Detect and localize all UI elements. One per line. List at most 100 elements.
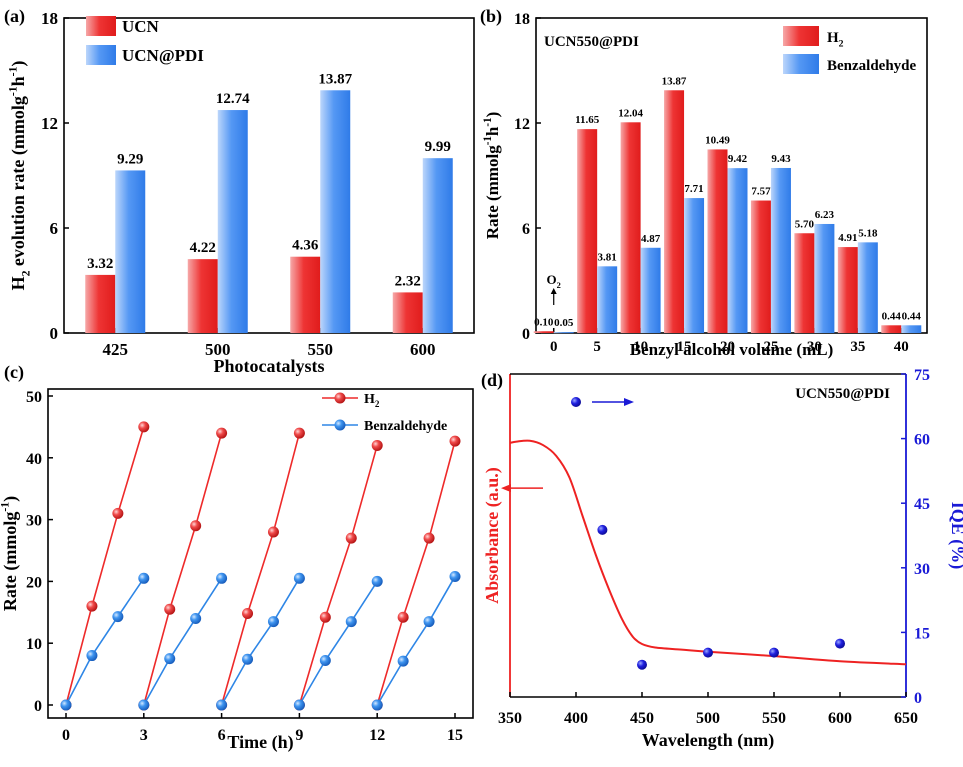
panel-title-d: UCN550@PDI	[795, 386, 890, 402]
y-axis-title-part: -1	[6, 66, 19, 76]
right-y-tick-label: 60	[914, 432, 930, 449]
x-tick-label: 350	[498, 710, 522, 727]
y-tick-label: 12	[514, 116, 530, 133]
bar-benzaldehyde	[857, 242, 878, 333]
y-axis-title-part: Rate (mmolg	[0, 512, 21, 611]
y-axis-title-part: )	[483, 112, 502, 118]
bar-benzaldehyde	[597, 266, 618, 333]
bar-value-label: 3.32	[87, 256, 113, 272]
plot-frame	[47, 388, 474, 719]
bar-ucn-pdi	[320, 90, 351, 334]
right-y-tick-label: 45	[914, 496, 930, 513]
point-benzaldehyde	[138, 699, 150, 711]
y-tick-label: 18	[41, 9, 58, 28]
y-axis-title-part: h	[483, 126, 502, 136]
y-axis-title: H2 evolution rate (mmolg-1h-1)	[6, 61, 32, 291]
point-h2	[112, 507, 124, 519]
y-axis-title-part: Rate (mmolg	[483, 145, 502, 239]
right-y-axis-title: IQE (%)	[947, 502, 963, 570]
bar-value-label: 3.81	[598, 251, 617, 263]
panel-title-b: UCN550@PDI	[544, 34, 639, 50]
y-tick-label: 12	[41, 114, 58, 133]
panel-label-a: (a)	[4, 6, 25, 27]
x-tick-label: 400	[564, 710, 588, 727]
x-tick-label: 0	[62, 727, 70, 744]
x-tick-label: 30	[807, 339, 822, 355]
y-tick-label: 10	[26, 636, 42, 653]
iqe-point	[703, 647, 713, 658]
y-axis-title: Rate (mmolg-1h-1)	[482, 112, 502, 240]
iqe-point	[571, 396, 581, 407]
bar-value-label: 9.42	[728, 153, 748, 165]
point-benzaldehyde	[267, 616, 279, 628]
bar-ucn-pdi	[422, 158, 453, 333]
series-line-h2	[298, 445, 378, 706]
point-benzaldehyde	[216, 572, 228, 584]
series-line-benzaldehyde	[143, 577, 223, 706]
bar-value-label: 6.23	[815, 209, 835, 221]
legend-label: H2	[364, 392, 380, 409]
point-benzaldehyde	[242, 653, 254, 665]
series-line-h2	[376, 440, 456, 706]
bar-ucn-pdi	[115, 170, 146, 333]
left-y-axis-title: Absorbance (a.u.)	[482, 467, 503, 604]
y-tick-label: 20	[26, 574, 42, 591]
bar-benzaldehyde	[901, 325, 922, 333]
series-line-h2	[220, 432, 301, 706]
point-benzaldehyde	[371, 575, 383, 587]
legend-label-part: Benzaldehyde	[827, 58, 917, 74]
bar-ucn	[85, 274, 116, 333]
bar-value-label: 12.74	[216, 91, 250, 107]
panel-c: (c) 0 10 20 30 40 50 0 3 6 9 12 15 Time (h) Rate (mmol…	[0, 362, 474, 753]
legend-label-part: H	[364, 392, 375, 407]
bar-value-label: 10.49	[705, 134, 730, 146]
legend-swatch	[86, 45, 116, 65]
x-tick-label: 500	[696, 710, 720, 727]
bar-value-label: 2.32	[395, 273, 421, 289]
right-y-tick-label: 30	[914, 561, 930, 578]
point-benzaldehyde	[190, 612, 202, 624]
x-tick-label: 40	[894, 339, 909, 355]
x-tick-label: 6	[218, 727, 226, 744]
x-tick-label: 450	[630, 710, 654, 727]
y-axis-title-part: -1	[0, 502, 11, 512]
bar-h2	[837, 247, 858, 333]
x-axis-title: Benzyl alcohol volume (mL)	[630, 340, 834, 359]
series-line-h2	[143, 432, 223, 706]
x-axis-title: Time (h)	[227, 732, 293, 753]
panel-label-d: (d)	[481, 370, 503, 391]
point-h2	[293, 427, 305, 439]
point-benzaldehyde	[293, 699, 305, 711]
point-benzaldehyde	[138, 572, 150, 584]
bar-h2	[881, 325, 902, 333]
x-tick-label: 550	[762, 710, 786, 727]
x-tick-label: 15	[677, 339, 692, 355]
legend-marker	[334, 392, 346, 404]
y-axis-title-part: evolution rate (mmolg	[8, 96, 29, 270]
series-line-benzaldehyde	[65, 577, 145, 706]
bar-value-label: 4.36	[292, 238, 319, 254]
y-tick-label: 18	[514, 11, 530, 28]
iqe-point	[835, 638, 845, 649]
y-tick-label: 6	[50, 219, 59, 238]
panel-label-c: (c)	[4, 362, 24, 383]
bar-value-label: 0.05	[554, 317, 574, 329]
right-y-tick-label: 0	[914, 690, 922, 707]
legend-label-part: 2	[839, 39, 844, 50]
bar-value-label: 4.91	[838, 232, 857, 244]
legend-label: UCN@PDI	[122, 46, 204, 65]
point-benzaldehyde	[319, 655, 331, 667]
y-axis-title-part: )	[8, 61, 29, 67]
x-tick-label: 550	[308, 340, 334, 359]
point-benzaldehyde	[216, 699, 228, 711]
right-y-tick-label: 15	[914, 625, 930, 642]
legend-label-part: Benzaldehyde	[364, 419, 447, 434]
point-h2	[423, 532, 435, 544]
y-axis-title-part: )	[0, 496, 21, 502]
bar-h2	[533, 331, 554, 333]
point-benzaldehyde	[423, 616, 435, 628]
point-h2	[371, 439, 383, 451]
x-tick-label: 9	[295, 727, 303, 744]
point-benzaldehyde	[86, 650, 98, 662]
